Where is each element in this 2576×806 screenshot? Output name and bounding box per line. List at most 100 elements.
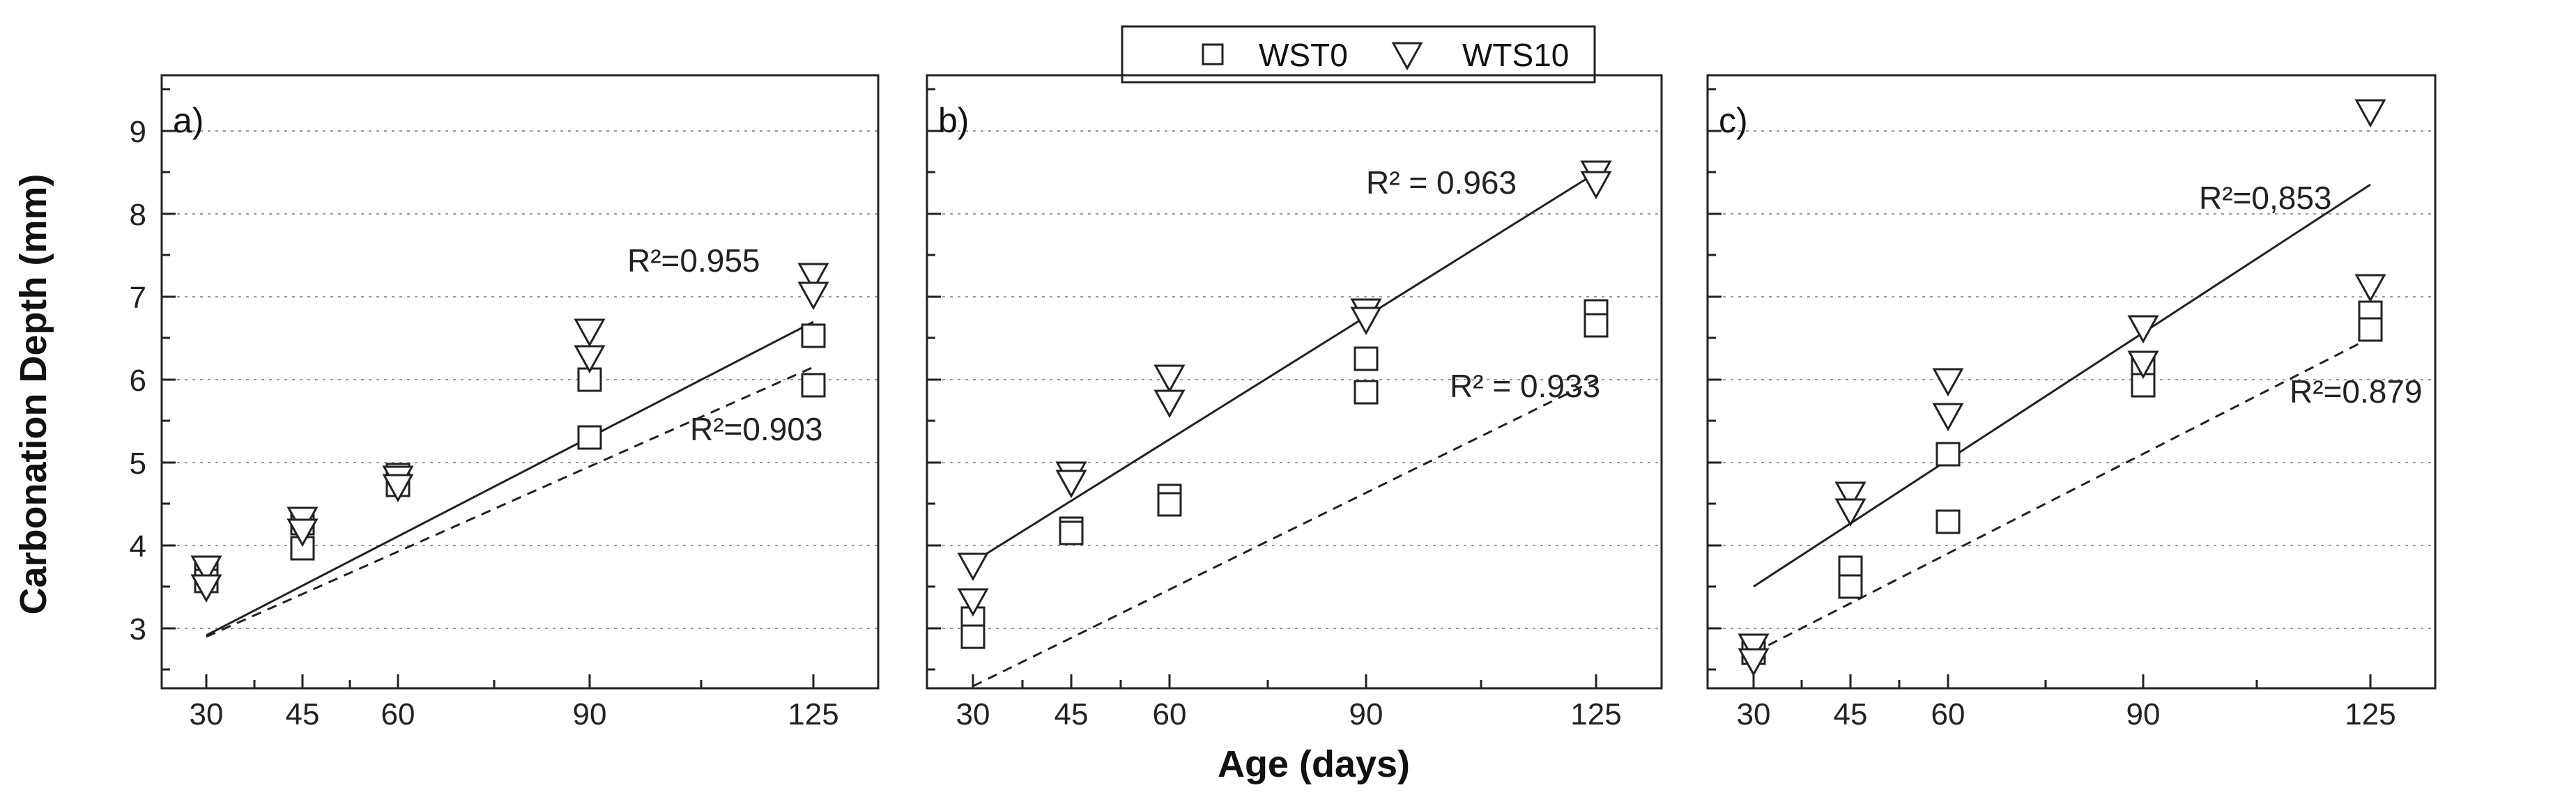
data-point-wts10 xyxy=(797,281,829,311)
panel-a-x-ticks xyxy=(205,674,815,688)
panel-b-label: b) xyxy=(938,101,969,140)
x-tick-label: 125 xyxy=(788,697,838,731)
data-point-wst0 xyxy=(2358,317,2383,342)
panel-b-points-wst0 xyxy=(960,299,1609,649)
panel-a-points-wts10 xyxy=(190,263,829,603)
panel-b-points-wts10 xyxy=(957,160,1612,617)
x-tick-label: 125 xyxy=(2345,697,2395,731)
y-tick-label: 5 xyxy=(130,447,146,481)
x-tick-label: 125 xyxy=(1570,697,1621,731)
data-point-wst0 xyxy=(801,323,826,348)
y-tick-label: 9 xyxy=(130,115,146,149)
data-point-wts10 xyxy=(190,555,222,584)
panel-c-label: c) xyxy=(1719,101,1748,140)
panel-a-fit-wst0 xyxy=(206,366,814,638)
data-point-wts10 xyxy=(2354,99,2386,128)
data-point-wts10 xyxy=(382,474,414,503)
data-point-wts10 xyxy=(1834,498,1866,527)
data-point-wts10 xyxy=(957,552,989,582)
panel-a-label: a) xyxy=(173,101,204,140)
panel-c-grid xyxy=(1708,130,2435,629)
panel-c-fit-wts10 xyxy=(1753,183,2371,588)
x-tick-label: 45 xyxy=(286,697,320,731)
x-tick-label: 60 xyxy=(1931,697,1965,731)
x-tick-label: 90 xyxy=(573,697,607,731)
legend-marker-wts10 xyxy=(1391,42,1423,71)
data-point-wts10 xyxy=(1932,368,1964,397)
y-tick-label: 8 xyxy=(130,198,146,232)
data-point-wst0 xyxy=(1584,313,1609,338)
x-tick-label: 30 xyxy=(1737,697,1771,731)
data-point-wts10 xyxy=(797,263,829,292)
panel-a-y-ticks xyxy=(162,88,176,671)
panel-b-fit-lines xyxy=(972,171,1597,688)
panel-a-x-tick-labels: 30 45 60 90 125 xyxy=(190,697,839,731)
panel-c: 30 45 60 90 125 xyxy=(1706,74,2437,731)
data-point-wts10 xyxy=(1834,481,1866,511)
data-point-wts10 xyxy=(190,574,222,603)
x-axis-title: Age (days) xyxy=(1218,743,1410,785)
panel-c-fit-lines xyxy=(1753,183,2371,654)
legend: WST0 WTS10 xyxy=(1121,25,1596,84)
data-point-wts10 xyxy=(574,318,606,348)
panel-a-fit-lines xyxy=(206,320,814,638)
x-tick-label: 60 xyxy=(381,697,415,731)
data-point-wts10 xyxy=(1055,470,1087,499)
y-axis-title: Carbonation Depth (mm) xyxy=(13,174,54,615)
data-point-wts10 xyxy=(1153,364,1186,394)
panel-c-r2-wts10: R²=0,853 xyxy=(2199,180,2332,216)
x-tick-label: 45 xyxy=(1834,697,1868,731)
data-point-wst0 xyxy=(801,373,826,398)
data-point-wts10 xyxy=(1738,648,1770,677)
y-tick-label: 7 xyxy=(130,281,146,315)
data-point-wts10 xyxy=(2354,274,2386,303)
data-point-wst0 xyxy=(1059,520,1084,545)
panel-a-frame xyxy=(160,74,880,690)
data-point-wst0 xyxy=(1838,574,1863,599)
data-point-wts10 xyxy=(1738,633,1770,662)
data-point-wts10 xyxy=(1580,171,1612,200)
panel-c-frame xyxy=(1706,74,2437,690)
panel-c-points-wts10 xyxy=(1738,99,2386,677)
data-point-wst0 xyxy=(1354,380,1379,405)
panel-c-x-ticks xyxy=(1752,674,2372,688)
data-point-wst0 xyxy=(960,624,986,649)
legend-marker-wst0 xyxy=(1202,43,1224,65)
panel-a: 30 45 60 90 125 xyxy=(160,74,880,731)
legend-label-wst0: WST0 xyxy=(1259,37,1348,73)
y-tick-label: 4 xyxy=(130,529,146,564)
panel-c-r2-wst0: R²=0.879 xyxy=(2290,373,2423,410)
data-point-wts10 xyxy=(1350,307,1382,336)
panel-b-y-ticks xyxy=(927,88,941,671)
panel-b-x-tick-labels: 30 45 60 90 125 xyxy=(956,697,1622,731)
panel-b-r2-wts10: R² = 0.963 xyxy=(1366,164,1517,201)
data-point-wts10 xyxy=(957,588,989,617)
data-point-wts10 xyxy=(2127,315,2159,344)
legend-box xyxy=(1121,25,1596,84)
panel-b-fit-wts10 xyxy=(972,171,1597,564)
y-tick-label: 3 xyxy=(130,612,146,646)
panel-a-r2-wts10: R²=0.955 xyxy=(627,242,760,279)
panel-c-fit-wst0 xyxy=(1753,336,2371,654)
data-point-wts10 xyxy=(574,345,606,374)
data-point-wts10 xyxy=(2127,350,2159,380)
data-point-wst0 xyxy=(1354,346,1379,371)
data-point-wts10 xyxy=(1153,389,1186,419)
y-tick-label: 6 xyxy=(130,364,146,398)
x-tick-label: 90 xyxy=(2126,697,2161,731)
legend-label-wts10: WTS10 xyxy=(1462,37,1569,73)
x-tick-label: 30 xyxy=(190,697,224,731)
x-tick-label: 45 xyxy=(1055,697,1089,731)
y-tick-labels: 3 4 5 6 7 8 9 xyxy=(130,115,146,646)
data-point-wst0 xyxy=(577,425,602,450)
panel-b-r2-wst0: R² = 0.933 xyxy=(1450,368,1600,404)
panel-a-fit-wts10 xyxy=(206,320,814,637)
panel-c-x-tick-labels: 30 45 60 90 125 xyxy=(1737,697,2396,731)
panel-c-y-ticks xyxy=(1708,88,1722,671)
data-point-wst0 xyxy=(1935,442,1961,467)
panel-b-frame xyxy=(926,74,1663,690)
data-point-wst0 xyxy=(1935,509,1961,534)
x-tick-label: 60 xyxy=(1153,697,1187,731)
x-tick-label: 90 xyxy=(1349,697,1383,731)
